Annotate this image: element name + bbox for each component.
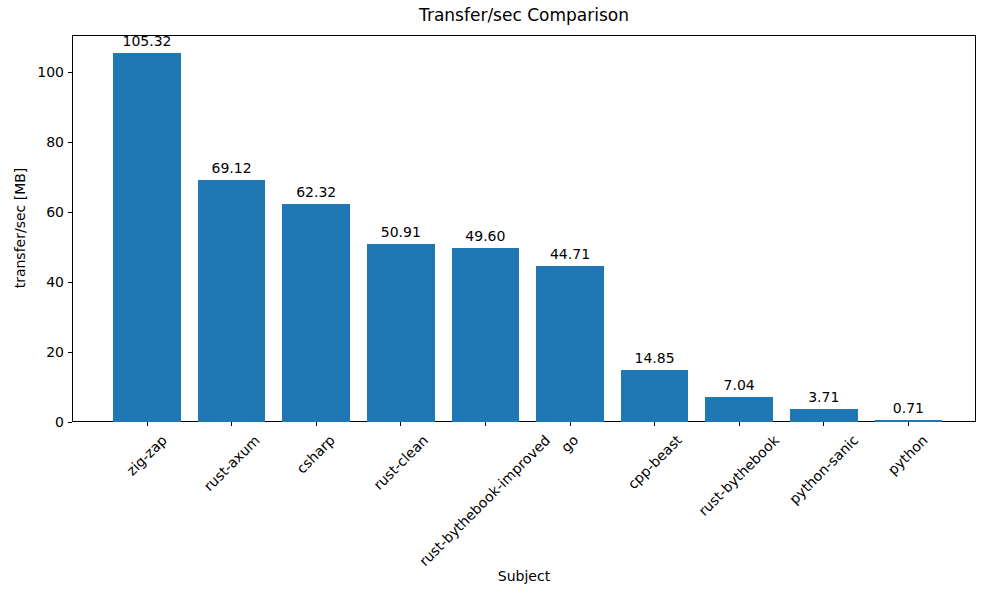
x-tick-mark bbox=[570, 422, 571, 426]
bar-value-label: 69.12 bbox=[187, 160, 277, 177]
x-tick-label: go bbox=[558, 432, 582, 456]
y-tick-mark bbox=[68, 72, 72, 73]
bar-python-sanic bbox=[790, 409, 858, 422]
x-tick-mark bbox=[654, 422, 655, 426]
bar-chart-figure: Transfer/sec Comparison transfer/sec [MB… bbox=[0, 0, 1000, 600]
x-tick-label: rust-clean bbox=[370, 432, 432, 494]
x-tick-label: rust-bythebook bbox=[695, 432, 783, 520]
y-tick-label: 80 bbox=[0, 133, 64, 151]
bar-rust-bythebook bbox=[705, 397, 773, 422]
x-tick-label: python-sanic bbox=[786, 432, 862, 508]
y-tick-mark bbox=[68, 142, 72, 143]
bar-zig-zap bbox=[113, 53, 181, 422]
bar-value-label: 14.85 bbox=[610, 350, 700, 367]
x-tick-mark bbox=[908, 422, 909, 426]
bar-value-label: 62.32 bbox=[271, 184, 361, 201]
y-tick-label: 100 bbox=[0, 63, 64, 81]
x-tick-label: csharp bbox=[294, 432, 339, 477]
y-tick-label: 0 bbox=[0, 413, 64, 431]
x-tick-label: python bbox=[885, 432, 932, 479]
bar-value-label: 105.32 bbox=[102, 33, 192, 50]
y-tick-mark bbox=[68, 212, 72, 213]
y-tick-label: 60 bbox=[0, 203, 64, 221]
bar-rust-bythebook-improved bbox=[452, 248, 520, 422]
chart-title: Transfer/sec Comparison bbox=[419, 5, 629, 25]
y-tick-label: 40 bbox=[0, 273, 64, 291]
bar-value-label: 49.60 bbox=[440, 228, 530, 245]
x-tick-mark bbox=[147, 422, 148, 426]
bar-go bbox=[536, 266, 604, 422]
x-tick-mark bbox=[485, 422, 486, 426]
x-tick-label: rust-bythebook-improved bbox=[416, 432, 554, 570]
x-tick-label: zig-zap bbox=[123, 432, 170, 479]
x-axis-label: Subject bbox=[498, 568, 550, 584]
x-tick-label: rust-axum bbox=[200, 432, 263, 495]
x-tick-mark bbox=[823, 422, 824, 426]
y-tick-label: 20 bbox=[0, 343, 64, 361]
x-tick-mark bbox=[739, 422, 740, 426]
x-tick-mark bbox=[231, 422, 232, 426]
bar-cpp-beast bbox=[621, 370, 689, 422]
bar-rust-clean bbox=[367, 244, 435, 422]
x-tick-mark bbox=[400, 422, 401, 426]
bar-value-label: 7.04 bbox=[694, 377, 784, 394]
y-tick-mark bbox=[68, 282, 72, 283]
y-tick-mark bbox=[68, 422, 72, 423]
bar-value-label: 44.71 bbox=[525, 246, 615, 263]
bar-rust-axum bbox=[198, 180, 266, 422]
x-tick-label: cpp-beast bbox=[624, 432, 685, 493]
bar-csharp bbox=[282, 204, 350, 422]
bar-value-label: 50.91 bbox=[356, 224, 446, 241]
y-tick-mark bbox=[68, 352, 72, 353]
y-axis-label: transfer/sec [MB] bbox=[12, 168, 28, 289]
x-tick-mark bbox=[316, 422, 317, 426]
bar-value-label: 3.71 bbox=[779, 389, 869, 406]
bar-value-label: 0.71 bbox=[863, 400, 953, 417]
